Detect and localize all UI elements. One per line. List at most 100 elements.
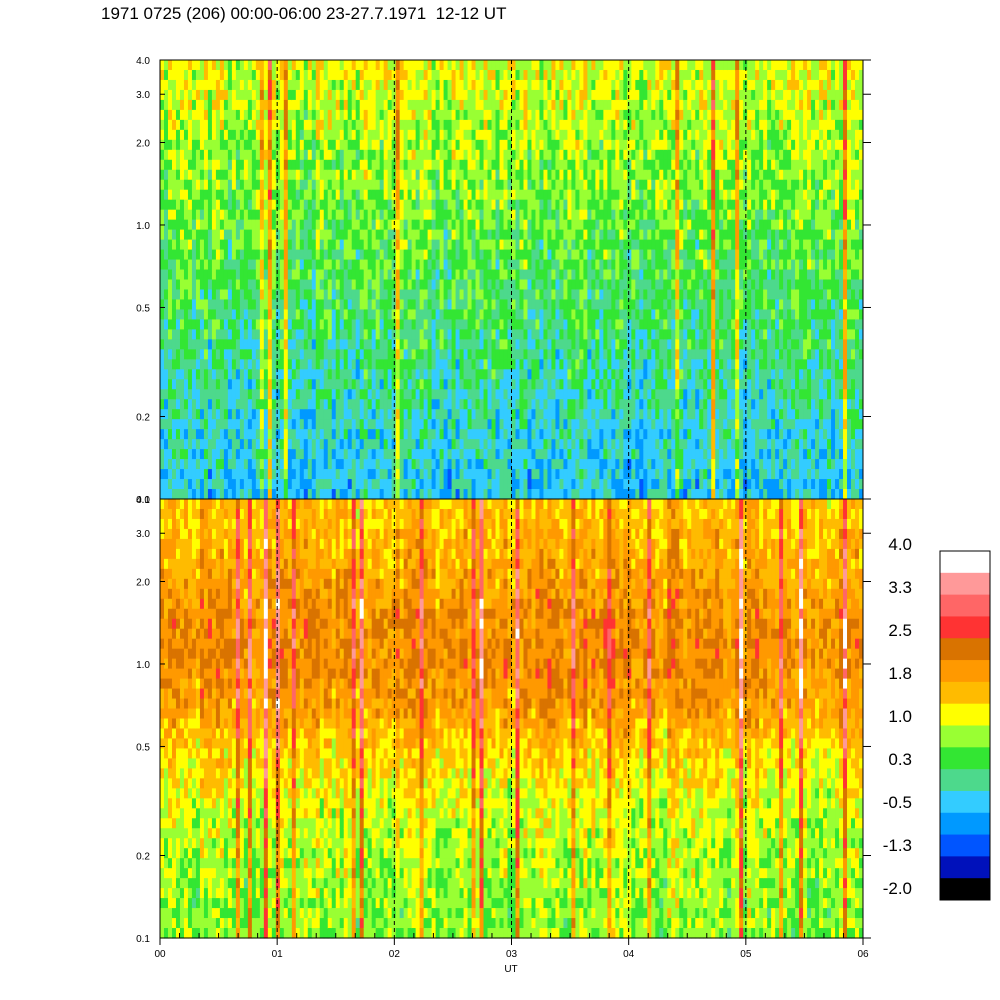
spectrogram-cell <box>515 409 520 420</box>
spectrogram-cell <box>387 259 393 271</box>
spectrogram-cell <box>487 429 493 440</box>
spectrogram-cell <box>435 429 441 440</box>
spectrogram-cell <box>259 79 265 91</box>
spectrogram-cell <box>431 69 437 81</box>
spectrogram-cell <box>443 79 449 91</box>
spectrogram-cell <box>171 489 177 500</box>
spectrogram-cell <box>575 379 580 390</box>
spectrogram-cell <box>227 299 233 311</box>
spectrogram-cell <box>307 419 313 430</box>
spectrogram-cell <box>359 129 365 141</box>
spectrogram-cell <box>215 379 221 390</box>
spectrogram-cell <box>303 269 309 281</box>
spectrogram-cell <box>199 309 205 321</box>
spectrogram-cell <box>255 189 261 201</box>
spectrogram-cell <box>475 279 481 291</box>
spectrogram-cell <box>295 239 301 251</box>
spectrogram-cell <box>587 149 592 161</box>
spectrogram-cell <box>503 279 508 291</box>
spectrogram-cell <box>467 419 473 430</box>
spectrogram-cell <box>591 119 596 131</box>
spectrogram-cell <box>407 329 413 340</box>
spectrogram-cell <box>387 139 393 151</box>
spectrogram-cell <box>451 429 457 440</box>
spectrogram-cell <box>371 359 377 370</box>
spectrogram-cell <box>451 469 457 480</box>
spectrogram-cell <box>595 419 600 430</box>
spectrogram-cell <box>547 479 552 490</box>
spectrogram-cell <box>451 399 457 410</box>
spectrogram-cell <box>407 339 413 350</box>
spectrogram-cell <box>371 199 377 211</box>
spectrogram-cell <box>219 339 225 350</box>
spectrogram-cell <box>243 419 249 430</box>
spectrogram-cell <box>407 449 413 460</box>
spectrogram-cell <box>451 109 457 121</box>
spectrogram-cell <box>239 69 245 81</box>
spectrogram-cell <box>543 269 548 281</box>
spectrogram-cell <box>323 449 329 460</box>
spectrogram-cell <box>379 69 385 81</box>
spectrogram-cell <box>603 399 608 410</box>
spectrogram-cell <box>291 489 297 500</box>
spectrogram-cell <box>191 269 197 281</box>
spectrogram-cell <box>367 279 373 291</box>
spectrogram-cell <box>551 439 556 450</box>
spectrogram-cell <box>427 349 433 360</box>
spectrogram-cell <box>391 199 397 211</box>
spectrogram-cell <box>315 179 321 191</box>
spectrogram-cell <box>503 89 508 101</box>
spectrogram-cell <box>487 289 493 301</box>
spectrogram-cell <box>387 209 393 221</box>
spectrogram-cell <box>599 199 604 211</box>
spectrogram-cell <box>247 219 253 231</box>
spectrogram-cell <box>495 229 501 241</box>
spectrogram-cell <box>511 169 516 181</box>
spectrogram-cell <box>599 349 604 360</box>
spectrogram-cell <box>427 209 433 221</box>
spectrogram-cell <box>307 229 313 241</box>
spectrogram-cell <box>303 60 309 71</box>
spectrogram-cell <box>167 389 173 400</box>
spectrogram-cell <box>407 99 413 111</box>
spectrogram-cell <box>531 99 536 111</box>
spectrogram-cell <box>487 249 493 261</box>
spectrogram-cell <box>451 199 457 211</box>
spectrogram-cell <box>471 149 477 161</box>
spectrogram-cell <box>519 469 524 480</box>
spectrogram-cell <box>335 439 341 450</box>
spectrogram-cell <box>479 369 485 380</box>
spectrogram-cell <box>571 489 576 500</box>
spectrogram-cell <box>223 349 229 360</box>
spectrogram-cell <box>427 169 433 181</box>
spectrogram-cell <box>527 379 532 390</box>
spectrogram-cell <box>359 489 365 500</box>
spectrogram-cell <box>175 149 181 161</box>
spectrogram-cell <box>579 129 584 141</box>
spectrogram-cell <box>595 119 600 131</box>
spectrogram-cell <box>171 99 177 111</box>
spectrogram-cell <box>439 60 445 71</box>
spectrogram-cell <box>291 239 297 251</box>
spectrogram-cell <box>595 409 600 420</box>
spectrogram-cell <box>479 89 485 101</box>
spectrogram-cell <box>267 69 273 81</box>
spectrogram-cell <box>447 329 453 340</box>
spectrogram-cell <box>315 259 321 271</box>
spectrogram-cell <box>455 279 461 291</box>
spectrogram-cell <box>579 239 584 251</box>
spectrogram-cell <box>471 329 477 340</box>
spectrogram-cell <box>427 409 433 420</box>
spectrogram-cell <box>591 69 596 81</box>
spectrogram-cell <box>471 189 477 201</box>
spectrogram-cell <box>179 389 185 400</box>
spectrogram-cell <box>439 69 445 81</box>
spectrogram-cell <box>535 359 540 370</box>
spectrogram-cell <box>215 169 221 181</box>
spectrogram-cell <box>331 149 337 161</box>
spectrogram-cell <box>195 189 201 201</box>
spectrogram-cell <box>499 159 505 171</box>
spectrogram-cell <box>179 109 185 121</box>
spectrogram-cell <box>227 409 233 420</box>
spectrogram-cell <box>519 399 524 410</box>
